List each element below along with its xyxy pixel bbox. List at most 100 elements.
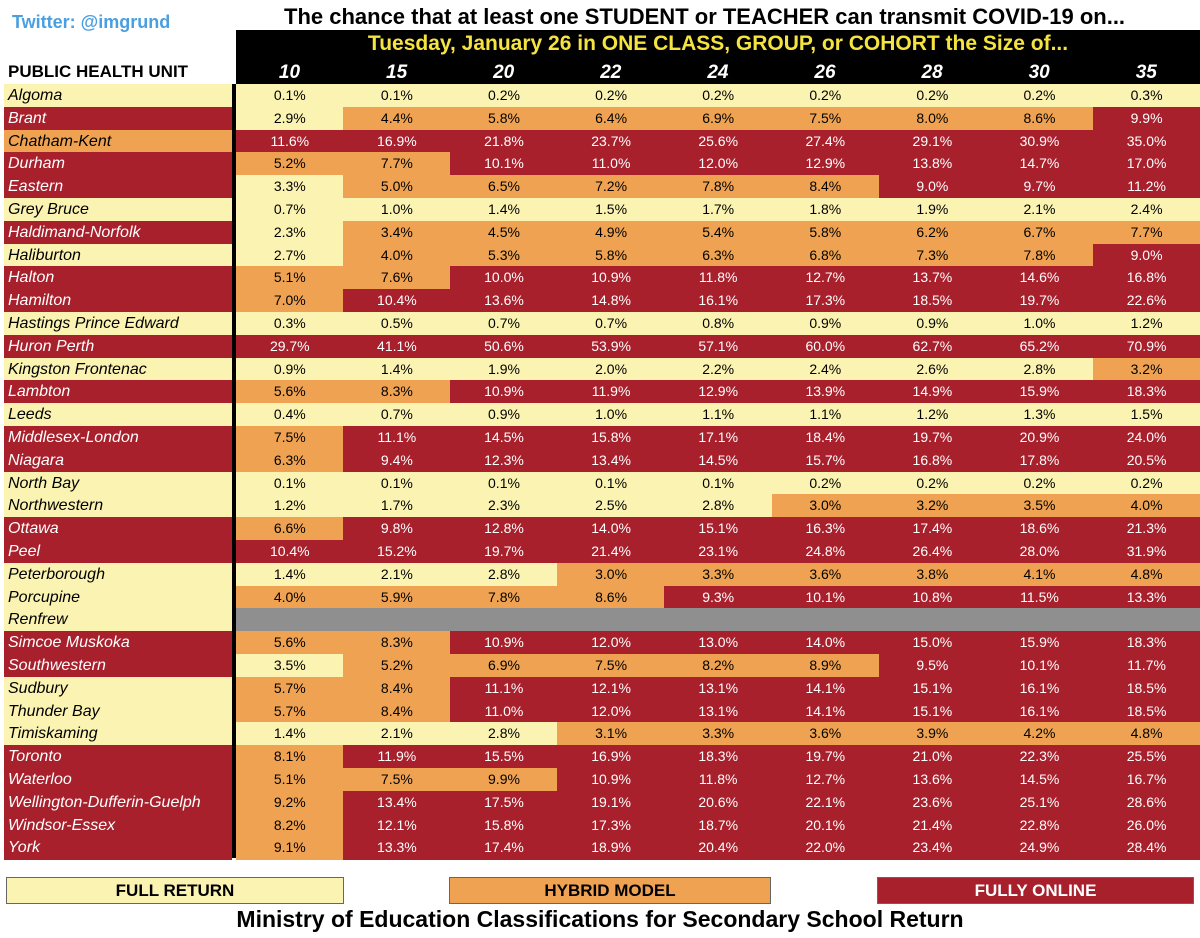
health-unit-label: North Bay [4, 471, 232, 495]
probability-cell: 10.8% [878, 585, 987, 609]
probability-cell: 6.3% [236, 448, 344, 473]
probability-cell: 16.8% [1092, 266, 1200, 290]
probability-cell: 9.9% [1092, 106, 1200, 131]
probability-cell: 11.0% [450, 699, 558, 723]
probability-cell: 8.9% [771, 654, 880, 678]
probability-cell: 16.1% [985, 676, 1094, 701]
probability-cell: 13.6% [450, 289, 558, 313]
probability-cell: 9.0% [878, 175, 987, 199]
probability-cell: 0.1% [450, 471, 558, 495]
probability-cell: 21.0% [878, 745, 987, 769]
probability-cell: 4.8% [1092, 722, 1200, 746]
phu-column-header: PUBLIC HEALTH UNIT [8, 62, 189, 81]
health-unit-label: Lambton [4, 380, 232, 404]
health-unit-label: Leeds [4, 403, 232, 427]
probability-cell: 3.8% [878, 562, 987, 587]
probability-cell: 13.8% [878, 152, 987, 176]
probability-cell: 22.1% [771, 790, 880, 815]
probability-cell: 3.2% [878, 494, 987, 518]
probability-cell: 3.3% [236, 175, 344, 199]
probability-cell: 11.1% [343, 426, 451, 450]
probability-cell: 18.3% [664, 745, 772, 769]
probability-cell: 10.9% [557, 266, 665, 290]
probability-cell: 1.2% [1092, 312, 1200, 336]
probability-cell: 1.4% [236, 562, 344, 587]
probability-cell: 41.1% [343, 334, 451, 359]
probability-cell: 0.7% [236, 198, 344, 222]
probability-cell: 11.8% [664, 768, 772, 792]
probability-cell: 29.1% [878, 129, 987, 153]
health-unit-label: Grey Bruce [4, 198, 232, 222]
probability-cell: 0.2% [878, 84, 987, 108]
probability-cell [450, 608, 558, 632]
probability-cell: 6.2% [878, 220, 987, 245]
probability-cell: 10.9% [450, 380, 558, 404]
probability-cell: 0.9% [450, 403, 558, 427]
probability-cell: 13.1% [664, 676, 772, 701]
probability-cell: 17.4% [878, 517, 987, 541]
probability-cell: 18.5% [878, 289, 987, 313]
probability-cell: 30.9% [985, 129, 1094, 153]
probability-cell: 6.9% [450, 654, 558, 678]
probability-cell: 1.9% [450, 357, 558, 381]
probability-cell: 14.0% [557, 517, 665, 541]
probability-cell: 0.2% [450, 84, 558, 108]
probability-cell: 7.3% [878, 243, 987, 267]
probability-cell: 2.8% [450, 562, 558, 587]
probability-cell: 5.2% [236, 152, 344, 176]
probability-cell: 4.0% [236, 585, 344, 609]
probability-cell: 0.8% [664, 312, 772, 336]
probability-cell: 24.8% [771, 540, 880, 564]
probability-cell: 1.0% [557, 403, 665, 427]
probability-cell: 5.0% [343, 175, 451, 199]
probability-cell: 18.5% [1092, 676, 1200, 701]
probability-cell: 6.3% [664, 243, 772, 267]
probability-cell: 17.5% [450, 790, 558, 815]
probability-cell: 1.1% [664, 403, 772, 427]
probability-cell: 2.1% [985, 198, 1094, 222]
probability-cell: 0.2% [557, 84, 665, 108]
probability-cell: 65.2% [985, 334, 1094, 359]
health-unit-label: Haliburton [4, 243, 232, 267]
probability-cell: 14.5% [450, 426, 558, 450]
probability-cell: 12.1% [343, 813, 451, 837]
probability-cell: 1.7% [664, 198, 772, 222]
probability-cell: 3.5% [985, 494, 1094, 518]
probability-cell: 2.2% [664, 357, 772, 381]
probability-cell: 2.9% [236, 106, 344, 131]
probability-cell: 9.1% [236, 836, 344, 860]
probability-cell: 13.9% [771, 380, 880, 404]
probability-cell: 16.9% [343, 129, 451, 153]
probability-cell: 11.8% [664, 266, 772, 290]
cohort-size-header: 15 [386, 62, 408, 83]
probability-cell: 15.9% [985, 631, 1094, 655]
probability-cell: 21.8% [450, 129, 558, 153]
probability-cell: 6.4% [557, 106, 665, 131]
probability-cell: 11.5% [985, 585, 1094, 609]
probability-cell: 12.3% [450, 448, 558, 473]
probability-cell: 10.0% [450, 266, 558, 290]
probability-cell: 0.1% [343, 84, 451, 108]
probability-cell: 19.7% [771, 745, 880, 769]
probability-cell: 28.0% [985, 540, 1094, 564]
health-unit-label: Algoma [4, 84, 232, 108]
probability-cell: 0.7% [450, 312, 558, 336]
probability-cell: 15.1% [664, 517, 772, 541]
probability-cell: 3.5% [236, 654, 344, 678]
probability-cell: 23.6% [878, 790, 987, 815]
health-unit-label: Huron Perth [4, 334, 232, 359]
health-unit-label: Halton [4, 266, 232, 290]
probability-cell: 15.2% [343, 540, 451, 564]
probability-cell: 12.7% [771, 768, 880, 792]
probability-cell: 0.2% [771, 471, 880, 495]
probability-cell: 3.1% [557, 722, 665, 746]
probability-cell: 9.7% [985, 175, 1094, 199]
probability-cell: 12.7% [771, 266, 880, 290]
probability-cell: 7.7% [1092, 220, 1200, 245]
probability-cell: 0.1% [343, 471, 451, 495]
probability-cell: 24.9% [985, 836, 1094, 860]
probability-cell: 2.5% [557, 494, 665, 518]
probability-cell: 15.8% [450, 813, 558, 837]
probability-cell: 19.7% [985, 289, 1094, 313]
probability-cell: 25.1% [985, 790, 1094, 815]
